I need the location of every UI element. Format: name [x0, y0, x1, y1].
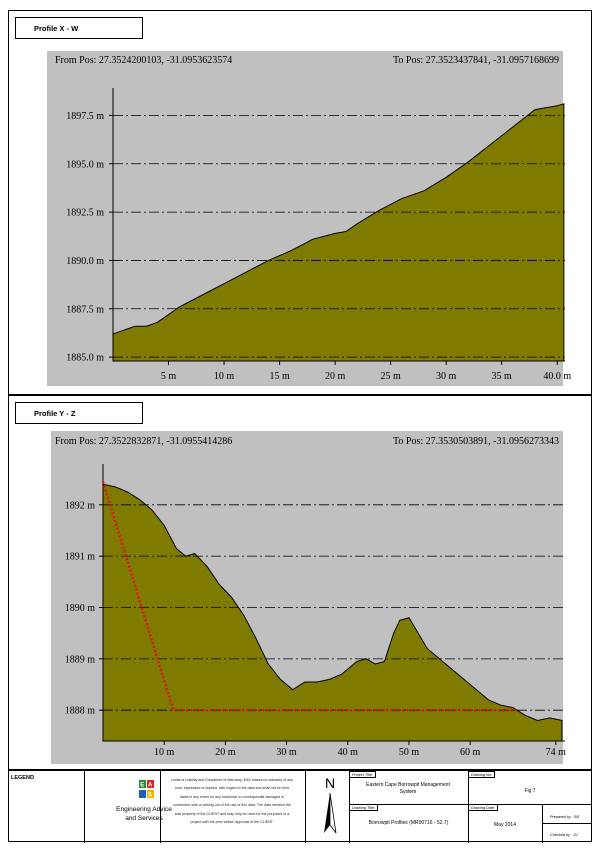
drawing-no: Fig 7: [524, 788, 536, 794]
y-tick-label: 1889 m: [65, 654, 96, 665]
svg-text:E: E: [140, 783, 144, 789]
prepared-by: Prepared by : SB: [550, 815, 579, 819]
from-pos-label: From Pos: 27.3524200103, -31.0953623574: [55, 55, 232, 66]
x-tick-label: 10 m: [214, 371, 235, 382]
profile-x-panel: Profile X - W From Pos: 27.3524200103, -…: [8, 10, 592, 395]
drawing-date-label: Drawing Date:: [468, 804, 499, 811]
y-tick-label: 1891 m: [65, 552, 96, 563]
divider: [84, 771, 85, 843]
from-pos-label: From Pos: 27.3522832871, -31.0955414286: [55, 436, 232, 447]
x-tick-label: 50 m: [399, 747, 420, 758]
panel-title-x: Profile X - W: [15, 17, 143, 39]
x-tick-label: 25 m: [381, 371, 402, 382]
x-tick-label: 20 m: [215, 747, 236, 758]
y-tick-label: 1895.0 m: [66, 159, 104, 170]
x-tick-label: 60 m: [460, 747, 481, 758]
y-tick-label: 1892 m: [65, 500, 96, 511]
profile-x-chart: From Pos: 27.3524200103, -31.0953623574 …: [47, 51, 571, 386]
north-letter: N: [325, 775, 335, 791]
profile-area: [112, 103, 565, 362]
project-title-label: Project Title:: [349, 771, 377, 778]
svg-text:A: A: [148, 783, 153, 789]
profile-y-chart: From Pos: 27.3522832871, -31.0955414286 …: [51, 431, 567, 764]
x-tick-label: 35 m: [492, 371, 513, 382]
y-tick-label: 1887.5 m: [66, 304, 104, 315]
y-tick-label: 1890 m: [65, 603, 96, 614]
x-tick-label: 40.0 m: [543, 371, 571, 382]
x-tick-label: 30 m: [276, 747, 297, 758]
x-tick-label: 30 m: [436, 371, 457, 382]
y-tick-label: 1897.5 m: [66, 111, 104, 122]
title-block: LEGEND E A S Engineering Advice and Serv…: [8, 770, 592, 843]
drawing-title: Borrowpit Profiles (MR00716 - 52.7): [368, 820, 449, 826]
profile-area: [102, 483, 563, 742]
x-tick-label: 10 m: [154, 747, 175, 758]
checked-by: Checked by : JV: [550, 833, 578, 837]
drawing-date: May 2014: [494, 822, 516, 828]
y-tick-label: 1890.0 m: [66, 256, 104, 267]
y-tick-label: 1888 m: [65, 706, 96, 717]
svg-text:S: S: [148, 793, 152, 799]
y-tick-label: 1892.5 m: [66, 208, 104, 219]
x-tick-label: 74 m: [546, 747, 567, 758]
company-logo-icon: E A S: [138, 779, 155, 799]
drawing-no-label: Drawing No:: [468, 771, 495, 778]
profile-y-panel: Profile Y - Z From Pos: 27.3522832871, -…: [8, 395, 592, 770]
project-title: Eastern Cape Borrowpit Management System: [366, 782, 450, 795]
divider: [305, 771, 306, 843]
disclaimer-text: Limits of Liability and Disclaimer of Wa…: [171, 778, 293, 825]
legend-label: LEGEND: [11, 775, 34, 781]
x-tick-label: 40 m: [338, 747, 359, 758]
to-pos-label: To Pos: 27.3523437841, -31.0957168699: [393, 55, 559, 66]
x-tick-label: 20 m: [325, 371, 346, 382]
drawing-title-label: Drawing Title:: [349, 804, 379, 811]
north-arrow-icon: N: [324, 775, 337, 834]
panel-title-y: Profile Y - Z: [15, 402, 143, 424]
divider: [160, 771, 161, 843]
y-tick-label: 1885.0 m: [66, 353, 104, 364]
divider: [542, 823, 592, 824]
x-tick-label: 15 m: [269, 371, 290, 382]
company-name: Engineering Advice and Services: [116, 806, 172, 822]
x-tick-label: 5 m: [161, 371, 177, 382]
to-pos-label: To Pos: 27.3530503891, -31.0956273343: [393, 436, 559, 447]
